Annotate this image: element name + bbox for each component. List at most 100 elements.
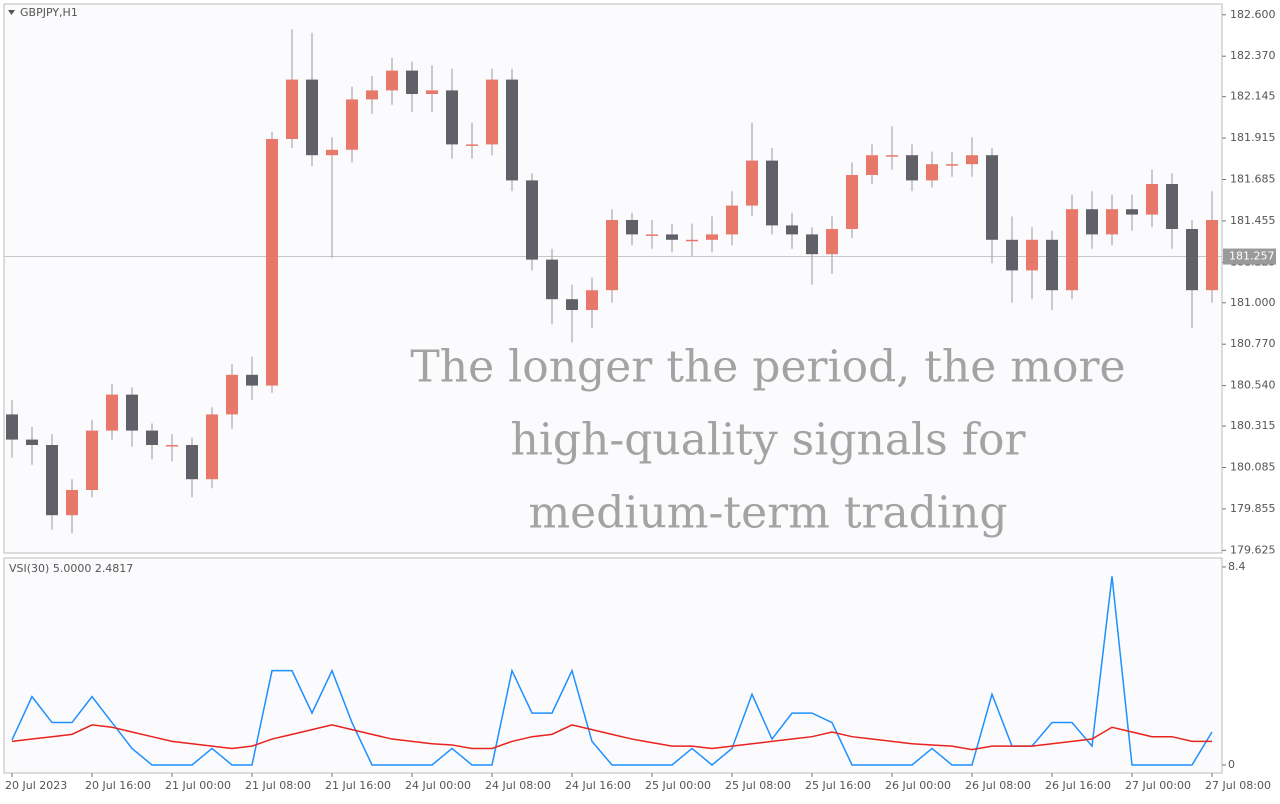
x-tick-label: 27 Jul 08:00 [1205, 779, 1271, 792]
candle-body [286, 79, 298, 139]
candle-body [1026, 239, 1038, 271]
candle-body [366, 90, 378, 100]
candle-body [266, 139, 278, 386]
candle-body [246, 374, 258, 386]
candle-body [726, 205, 738, 235]
x-tick-label: 24 Jul 08:00 [485, 779, 551, 792]
candle-body [966, 155, 978, 165]
candle-body [846, 175, 858, 229]
candle-body [1006, 239, 1018, 271]
candle-body [446, 90, 458, 145]
y-tick-label: 182.370 [1230, 49, 1276, 62]
candle-body [406, 70, 418, 94]
candle-body [746, 160, 758, 206]
y-tick-label: 181.685 [1230, 173, 1276, 186]
y-tick-label: 8.4 [1228, 560, 1246, 573]
x-tick-label: 20 Jul 2023 [5, 779, 67, 792]
y-tick-label: 179.625 [1230, 543, 1276, 556]
candle-body [166, 445, 178, 447]
x-tick-label: 24 Jul 00:00 [405, 779, 471, 792]
candle-body [466, 144, 478, 146]
candle-body [66, 490, 78, 516]
candle-body [326, 149, 338, 156]
indicator-pane [3, 557, 1223, 774]
x-tick-label: 21 Jul 08:00 [245, 779, 311, 792]
overlay-text: high-quality signals for [510, 415, 1026, 466]
candle-body [206, 414, 218, 480]
y-tick-label: 180.085 [1230, 461, 1276, 474]
y-tick-label: 180.315 [1230, 419, 1276, 432]
x-tick-label: 25 Jul 00:00 [645, 779, 711, 792]
candle-body [1066, 209, 1078, 291]
y-tick-label: 181.455 [1230, 214, 1276, 227]
candle-body [926, 164, 938, 181]
candle-body [826, 229, 838, 255]
candle-body [686, 239, 698, 242]
x-tick-label: 21 Jul 16:00 [325, 779, 391, 792]
candle-body [866, 155, 878, 175]
current-price-label: 181.257 [1229, 250, 1275, 263]
y-tick-label: 180.540 [1230, 379, 1276, 392]
candle-body [786, 225, 798, 235]
indicator-label: VSI(30) 5.0000 2.4817 [9, 562, 133, 575]
candle-body [1206, 220, 1218, 291]
y-tick-label: 182.600 [1230, 8, 1276, 21]
candle-body [766, 160, 778, 226]
x-tick-label: 27 Jul 00:00 [1125, 779, 1191, 792]
candle-body [186, 445, 198, 480]
x-tick-label: 25 Jul 16:00 [805, 779, 871, 792]
current-price-box [1223, 248, 1276, 265]
y-tick-label: 0 [1228, 758, 1235, 771]
candle-body [566, 299, 578, 310]
overlay-text: The longer the period, the more [410, 342, 1125, 393]
candle-body [1146, 184, 1158, 215]
candle-body [546, 259, 558, 300]
candle-body [6, 414, 18, 440]
candle-body [146, 430, 158, 445]
candle-body [1106, 209, 1118, 235]
y-tick-label: 182.145 [1230, 90, 1276, 103]
menu-arrow[interactable] [8, 10, 15, 15]
candle-body [506, 79, 518, 181]
x-tick-label: 21 Jul 00:00 [165, 779, 231, 792]
candle-body [1186, 229, 1198, 291]
candle-body [986, 155, 998, 240]
candle-body [226, 374, 238, 415]
candle-body [486, 79, 498, 145]
candle-body [1126, 209, 1138, 215]
candle-body [1166, 184, 1178, 229]
candle-body [806, 234, 818, 255]
candle-body [426, 90, 438, 94]
symbol-label: GBPJPY,H1 [20, 6, 78, 19]
candle-body [106, 394, 118, 431]
candle-body [46, 445, 58, 516]
candle-body [86, 430, 98, 490]
x-tick-label: 26 Jul 08:00 [965, 779, 1031, 792]
candle-body [26, 439, 38, 445]
candle-body [906, 155, 918, 181]
x-tick-label: 26 Jul 00:00 [885, 779, 951, 792]
candle-body [626, 220, 638, 235]
candle-body [646, 234, 658, 236]
candle-body [946, 164, 958, 166]
indicator-line [11, 724, 1212, 751]
x-tick-label: 20 Jul 16:00 [85, 779, 151, 792]
candle-body [586, 290, 598, 310]
candle-body [706, 234, 718, 240]
x-tick-label: 26 Jul 16:00 [1045, 779, 1111, 792]
y-tick-label: 181.000 [1230, 296, 1276, 309]
x-tick-label: 24 Jul 16:00 [565, 779, 631, 792]
candle-body [126, 394, 138, 431]
x-tick-label: 25 Jul 08:00 [725, 779, 791, 792]
candle-body [386, 70, 398, 91]
candle-body [666, 234, 678, 240]
candle-body [886, 155, 898, 157]
candle-body [1046, 239, 1058, 291]
candle-body [606, 220, 618, 291]
candle-body [306, 79, 318, 156]
y-tick-label: 181.915 [1230, 131, 1276, 144]
y-tick-label: 179.855 [1230, 502, 1276, 515]
candle-body [526, 180, 538, 260]
candle-body [346, 99, 358, 150]
